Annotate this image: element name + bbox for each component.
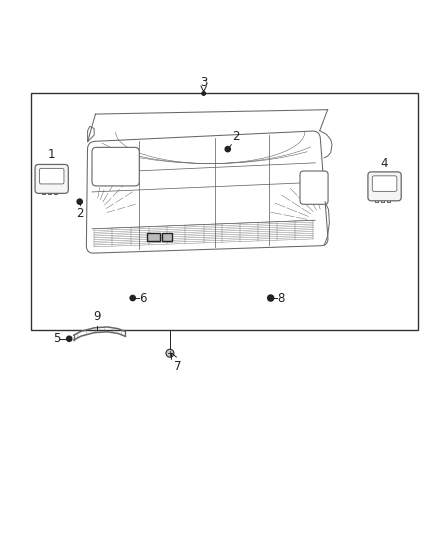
- Text: 3: 3: [200, 76, 207, 88]
- FancyBboxPatch shape: [92, 147, 139, 186]
- Text: 1: 1: [48, 148, 56, 161]
- Text: 4: 4: [381, 157, 389, 170]
- Bar: [162, 233, 173, 241]
- FancyBboxPatch shape: [368, 172, 401, 201]
- Circle shape: [166, 349, 174, 357]
- Text: 9: 9: [93, 310, 101, 324]
- FancyBboxPatch shape: [39, 168, 64, 184]
- Text: 8: 8: [277, 292, 285, 304]
- Circle shape: [67, 336, 72, 342]
- Circle shape: [225, 147, 230, 152]
- FancyBboxPatch shape: [372, 176, 397, 191]
- Circle shape: [268, 295, 274, 301]
- Circle shape: [77, 199, 82, 204]
- Text: 6: 6: [139, 292, 147, 304]
- Circle shape: [202, 92, 205, 95]
- Text: 2: 2: [76, 207, 84, 220]
- FancyBboxPatch shape: [35, 165, 68, 193]
- FancyBboxPatch shape: [300, 171, 328, 204]
- Circle shape: [130, 295, 135, 301]
- Bar: [147, 233, 160, 241]
- Bar: [31, 93, 418, 330]
- Text: 5: 5: [53, 332, 60, 345]
- Text: 2: 2: [232, 130, 240, 143]
- Text: 7: 7: [174, 360, 182, 373]
